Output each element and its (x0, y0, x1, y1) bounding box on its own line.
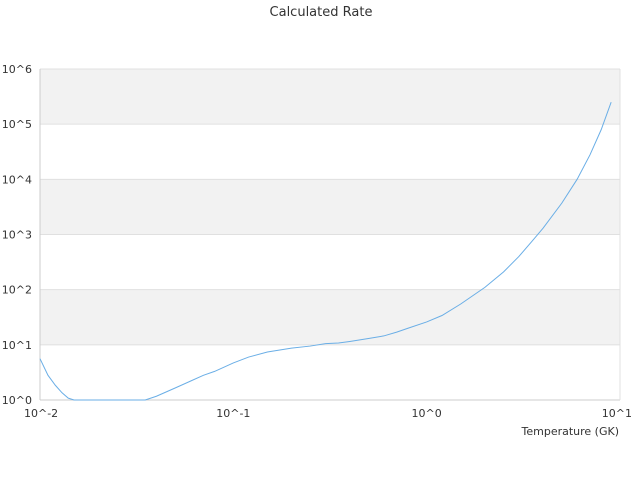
rate-series-line (39, 102, 612, 401)
chart-title: Calculated Rate (270, 5, 373, 20)
y-tick-labels: 10^0 10^1 10^2 10^3 10^4 10^5 10^6 (2, 63, 32, 407)
y-tick-label: 10^1 (2, 339, 32, 352)
x-tick-label: 10^-1 (216, 407, 250, 420)
x-tick-labels: 10^-2 10^-1 10^0 10^1 (24, 407, 632, 420)
y-tick-label: 10^4 (2, 173, 32, 186)
y-tick-label: 10^5 (2, 118, 32, 131)
x-tick-label: 10^0 (412, 407, 442, 420)
y-tick-label: 10^3 (2, 229, 32, 242)
grid-bands (40, 69, 620, 345)
x-tick-label: 10^1 (602, 407, 632, 420)
y-tick-label: 10^0 (2, 394, 32, 407)
grid-lines (40, 68, 620, 401)
grid-band (40, 69, 620, 125)
y-tick-label: 10^2 (2, 284, 32, 297)
grid-band (40, 179, 620, 235)
y-tick-label: 10^6 (2, 63, 32, 76)
x-tick-label: 10^-2 (24, 407, 58, 420)
x-axis-label: Temperature (GK) (521, 425, 620, 438)
grid-band (40, 289, 620, 345)
